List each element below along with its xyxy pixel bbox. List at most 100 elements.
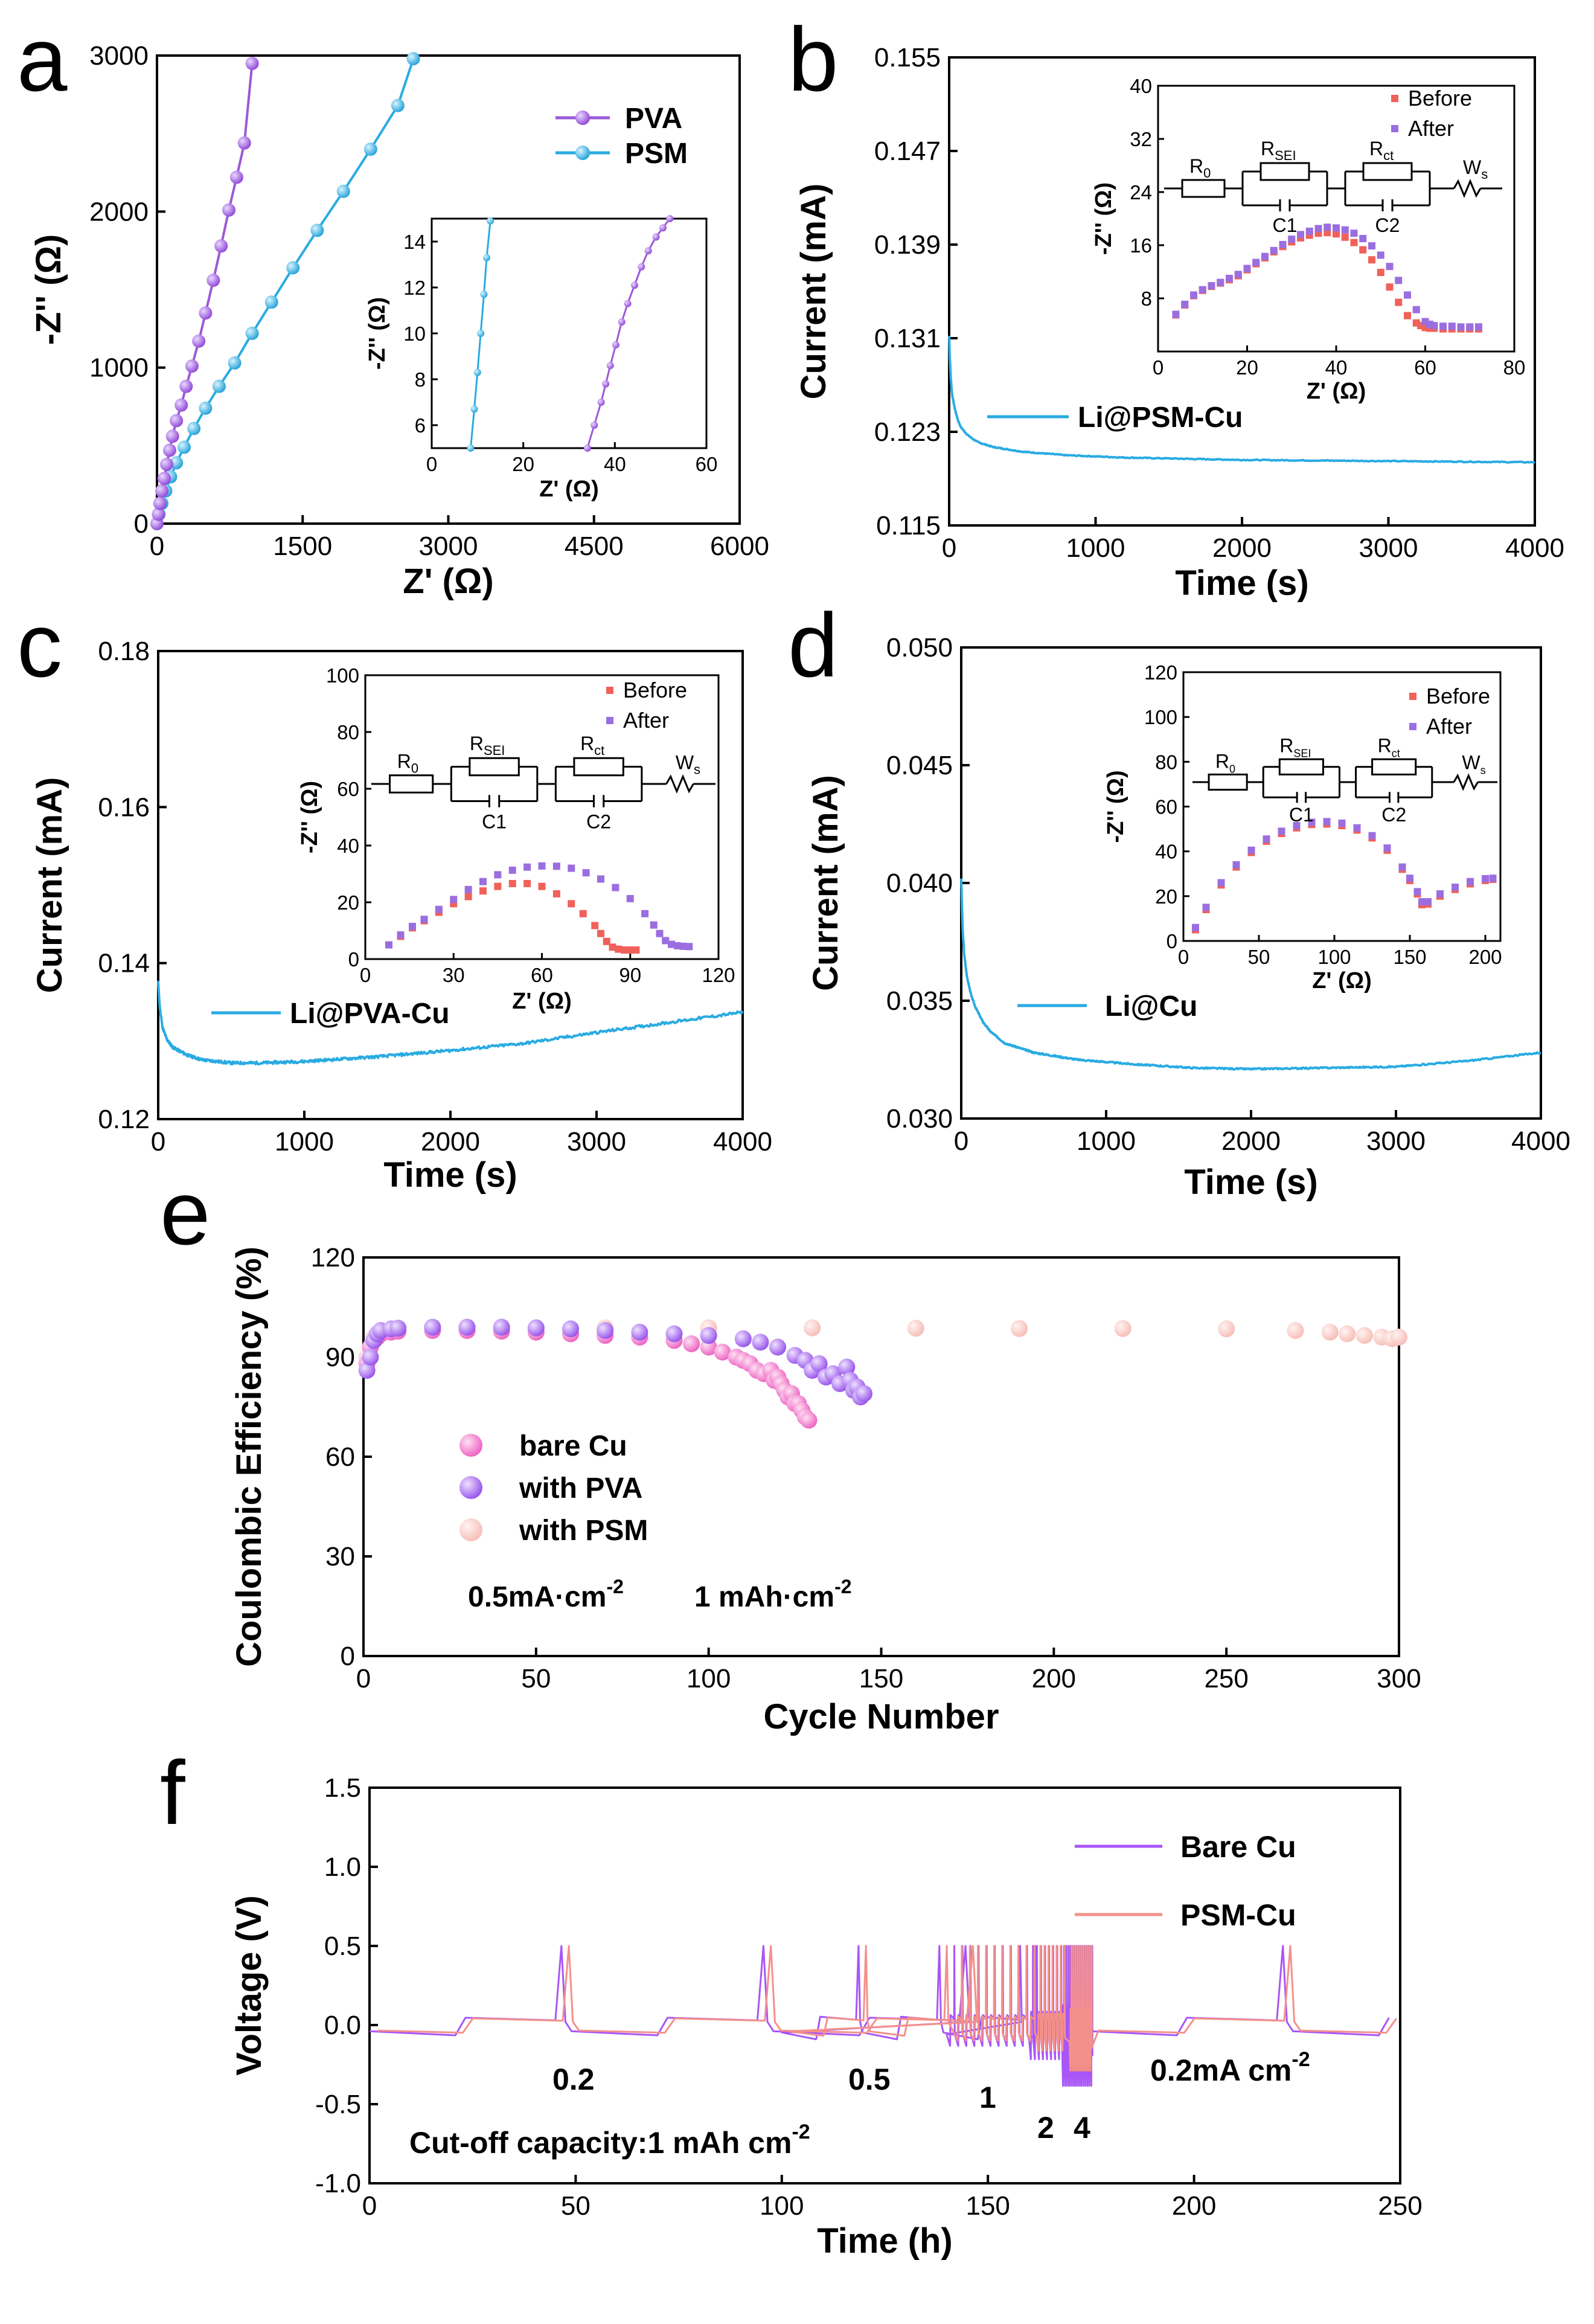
inset-legend-label: Before [623, 678, 687, 702]
data-point [229, 170, 243, 184]
plot-frame [431, 217, 708, 449]
circuit-rct [1362, 162, 1413, 181]
x-tick-label: 0 [942, 533, 956, 563]
y-tick-label: 100 [1144, 706, 1177, 728]
data-point [597, 399, 605, 406]
data-point [685, 943, 693, 951]
y-tick-label: 6 [415, 414, 426, 437]
x-tick-label: 250 [1204, 1664, 1248, 1693]
y-axis-label: Current (mA) [30, 777, 69, 993]
x-tick-label: 40 [1325, 356, 1348, 379]
x-tick-label: 4500 [565, 531, 624, 561]
data-point [1404, 291, 1411, 299]
data-point [666, 215, 674, 222]
legend-with-pva-marker [459, 1476, 482, 1499]
data-point [187, 422, 201, 435]
data-point [1305, 227, 1313, 235]
series-line-psm-cu [377, 1945, 1397, 2072]
x-tick-label: 3000 [419, 531, 478, 561]
data-point [1377, 269, 1384, 277]
data-point [1439, 323, 1447, 330]
data-point [336, 184, 350, 198]
panel-c-letter: c [17, 594, 62, 696]
data-point [1333, 224, 1340, 232]
data-point [603, 937, 610, 945]
panel-f-plot: 0 50 100 150 200 250 -1.0 -0.5 0.0 0.5 1.0 1.5 Time … [229, 1773, 1423, 2261]
legend-bare-cu-marker [459, 1434, 482, 1457]
data-point [1338, 819, 1346, 827]
data-point [626, 946, 634, 954]
circuit-r0-label: R0 [1215, 751, 1235, 775]
y-tick-label: 8 [1141, 287, 1152, 310]
data-point [804, 1319, 821, 1337]
data-point [1350, 230, 1358, 237]
data-point [1270, 246, 1278, 254]
data-point [391, 98, 405, 112]
data-point [170, 414, 184, 428]
x-axis-label: Z' (Ω) [512, 989, 572, 1014]
y-tick-label: 60 [1155, 796, 1177, 818]
data-point [245, 56, 259, 70]
data-point [644, 247, 652, 255]
circuit-c1-label: C1 [1273, 214, 1298, 236]
circuit-c1-label: C1 [482, 811, 507, 832]
data-point [662, 937, 670, 945]
y-tick-label: 30 [325, 1542, 355, 1571]
y-tick-label: 1000 [89, 353, 149, 383]
y-tick-label: 100 [326, 664, 359, 687]
x-tick-label: 60 [696, 453, 718, 475]
data-point [508, 866, 516, 874]
y-tick-label: 16 [1130, 234, 1152, 257]
y-axis-label: Current (mA) [794, 184, 833, 400]
y-tick-label: 0.155 [874, 43, 941, 72]
data-point [606, 362, 614, 370]
data-point [1208, 282, 1215, 290]
data-point [656, 929, 664, 937]
legend-li-cu-label: Li@Cu [1105, 990, 1197, 1022]
data-point [523, 879, 531, 887]
circuit-ws-label: Ws [676, 752, 700, 777]
data-point [597, 929, 604, 937]
x-tick-label: 0 [150, 531, 164, 561]
y-tick-label: 0.147 [874, 136, 941, 166]
data-point [638, 263, 645, 271]
y-tick-label: 0.5 [324, 1931, 361, 1961]
data-point [1308, 818, 1316, 826]
data-point [1413, 888, 1421, 896]
x-tick-label: 300 [1377, 1664, 1421, 1693]
y-tick-label: 10 [403, 323, 426, 345]
data-point [1466, 323, 1474, 331]
y-tick-label: 0.045 [886, 751, 953, 780]
x-axis-label: Time (s) [383, 1155, 517, 1195]
data-point [591, 422, 598, 429]
data-point [1217, 879, 1225, 887]
x-tick-label: 40 [604, 453, 626, 475]
panel-e-legend: bare Cu with PVA with PSM [459, 1430, 648, 1547]
series-line-li-pva-cu [157, 980, 744, 1066]
y-tick-label: 24 [1130, 181, 1152, 204]
panel-c-legend: Li@PVA-Cu [211, 998, 450, 1030]
data-point [185, 359, 199, 373]
x-axis-label: Cycle Number [763, 1697, 999, 1736]
data-point [624, 300, 632, 307]
x-tick-label: 1000 [1077, 1126, 1136, 1156]
panel-b-legend: Li@PSM-Cu [987, 402, 1243, 434]
data-point [1190, 291, 1197, 299]
data-point [1314, 225, 1322, 233]
data-point [1398, 863, 1406, 871]
y-tick-label: 80 [337, 721, 359, 743]
data-point [389, 1320, 407, 1337]
y-tick-label: 40 [337, 835, 359, 857]
data-point [212, 379, 226, 393]
panel-d-legend: Li@Cu [1017, 990, 1197, 1022]
data-point [424, 1318, 441, 1336]
data-point [769, 1338, 786, 1356]
data-point [583, 445, 591, 452]
circuit-rct [1371, 758, 1417, 775]
y-axis-label: -Z'' (Ω) [1103, 770, 1128, 843]
inset-legend-label: After [1408, 116, 1454, 141]
inset-legend-label: After [1426, 714, 1472, 739]
